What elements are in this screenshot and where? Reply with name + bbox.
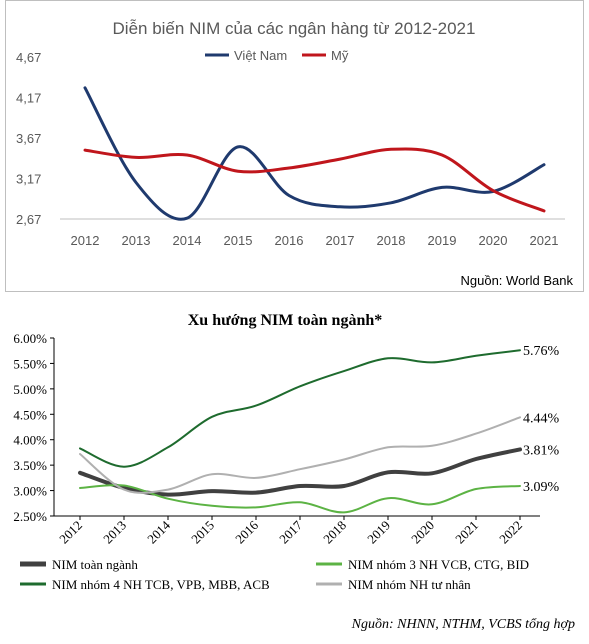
chart2-y-ticks: 6.00% 5.50% 5.00% 4.50% 4.00% 3.50% 3.00% 2.50% bbox=[13, 331, 54, 524]
chart2-x-tick-label: 2012 bbox=[56, 518, 85, 547]
chart2-x-tick-label: 2018 bbox=[320, 518, 349, 547]
chart2-y-tick-label: 6.00% bbox=[13, 331, 47, 346]
chart2-y-tick-label: 5.00% bbox=[13, 382, 47, 397]
chart1-series-my bbox=[83, 147, 546, 213]
chart2-y-tick-label: 3.50% bbox=[13, 458, 47, 473]
chart1-y-tick-label: 3,17 bbox=[16, 172, 41, 187]
chart2-source: Nguồn: NHNN, NTHM, VCBS tổng hợp bbox=[351, 617, 575, 632]
chart2-x-tick-label: 2021 bbox=[452, 518, 481, 547]
chart2-end-labels: 3.81% 3.09% 5.76% 4.44% bbox=[523, 344, 560, 495]
chart1-x-tick-label: 2021 bbox=[530, 233, 559, 248]
chart1-legend-label-viet-nam: Việt Nam bbox=[234, 48, 287, 63]
chart2-end-label-nim-nhom-4-nh-tcb-vpb-mbb-acb: 5.76% bbox=[523, 344, 560, 359]
chart1-x-tick-label: 2015 bbox=[224, 233, 253, 248]
chart2-x-tick-label: 2020 bbox=[408, 518, 437, 547]
chart2-series bbox=[78, 349, 522, 514]
chart2-series-nim-nhom-nh-tu-nhan bbox=[79, 416, 521, 494]
chart2-legend-label-nim-nhom-4-nh-tcb-vpb-mbb-acb: NIM nhóm 4 NH TCB, VPB, MBB, ACB bbox=[52, 577, 270, 592]
chart-panel-vn-us bbox=[5, 0, 584, 292]
chart2-end-label-nim-toan-nganh: 3.81% bbox=[523, 443, 560, 458]
chart2-legend: NIM toàn ngành NIM nhóm 3 NH VCB, CTG, BI… bbox=[20, 557, 529, 592]
chart2-x-tick-label: 2015 bbox=[188, 518, 217, 547]
chart2-x-tick-label: 2022 bbox=[496, 518, 525, 547]
chart1-title: Diễn biến NIM của các ngân hàng từ 2012-… bbox=[113, 19, 476, 38]
chart1-x-tick-label: 2013 bbox=[122, 233, 151, 248]
chart1-y-ticks: 4,67 4,17 3,67 3,17 2,67 bbox=[16, 50, 41, 227]
chart2-y-tick-label: 4.50% bbox=[13, 407, 47, 422]
chart1-y-tick-label: 4,17 bbox=[16, 91, 41, 106]
chart1-legend-label-my: Mỹ bbox=[331, 48, 349, 63]
chart2-y-tick-label: 2.50% bbox=[13, 509, 47, 524]
chart1-x-tick-label: 2014 bbox=[173, 233, 202, 248]
chart1-y-tick-label: 4,67 bbox=[16, 50, 41, 65]
chart1-y-tick-label: 3,67 bbox=[16, 131, 41, 146]
chart2-legend-label-nim-nhom-3-nh-vcb-ctg-bid: NIM nhóm 3 NH VCB, CTG, BID bbox=[348, 557, 529, 572]
chart1-x-ticks: 2012 2013 2014 2015 2016 2017 2018 2019 2020 2021 bbox=[71, 233, 559, 248]
chart1-x-tick-label: 2016 bbox=[275, 233, 304, 248]
chart1-x-tick-label: 2019 bbox=[428, 233, 457, 248]
chart2-legend-label-nim-toan-nganh: NIM toàn ngành bbox=[52, 557, 138, 572]
chart2-legend-label-nim-nhom-nh-tu-nhan: NIM nhóm NH tư nhân bbox=[348, 577, 471, 592]
chart1-series bbox=[83, 86, 546, 221]
chart1-x-tick-label: 2012 bbox=[71, 233, 100, 248]
chart2-y-tick-label: 3.00% bbox=[13, 484, 47, 499]
chart2-x-ticks: 2012 2013 2014 2015 2016 2017 2018 2019 2020 2021… bbox=[56, 516, 525, 547]
chart2-x-tick-label: 2016 bbox=[232, 517, 261, 546]
chart1-legend: Việt Nam Mỹ bbox=[205, 48, 349, 63]
chart2-x-tick-label: 2013 bbox=[100, 518, 129, 547]
chart2-title: Xu hướng NIM toàn ngành* bbox=[188, 312, 383, 329]
chart1-series-viet-nam bbox=[83, 86, 546, 221]
chart2-x-tick-label: 2014 bbox=[144, 517, 173, 546]
chart2-y-tick-label: 5.50% bbox=[13, 356, 47, 371]
chart2-series-nim-nhom-3-nh-vcb-ctg-bid bbox=[79, 484, 521, 514]
chart1-x-tick-label: 2020 bbox=[479, 233, 508, 248]
chart2-series-nim-toan-nganh bbox=[78, 447, 522, 497]
chart2-series-nim-nhom-4-nh-tcb-vpb-mbb-acb bbox=[79, 349, 521, 468]
chart1-x-tick-label: 2017 bbox=[326, 233, 355, 248]
chart2-end-label-nim-nhom-nh-tu-nhan: 4.44% bbox=[523, 411, 560, 426]
chart2-y-tick-label: 4.00% bbox=[13, 433, 47, 448]
chart1-source: Nguồn: World Bank bbox=[461, 273, 574, 288]
chart2-end-label-nim-nhom-3-nh-vcb-ctg-bid: 3.09% bbox=[523, 480, 560, 495]
chart2-x-tick-label: 2019 bbox=[364, 518, 393, 547]
chart2-x-tick-label: 2017 bbox=[276, 517, 305, 546]
chart1-x-tick-label: 2018 bbox=[377, 233, 406, 248]
chart1-y-tick-label: 2,67 bbox=[16, 212, 41, 227]
